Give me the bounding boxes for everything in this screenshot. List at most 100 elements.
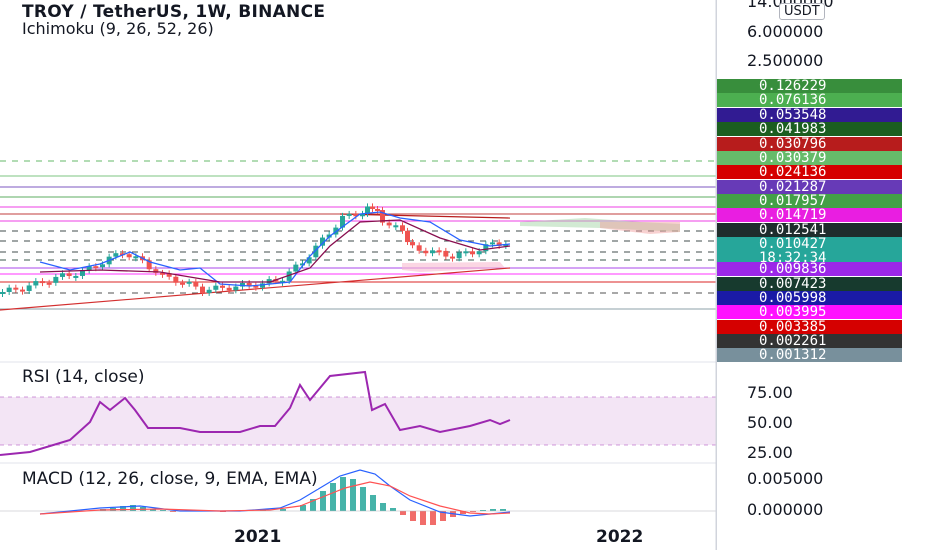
candle-body (0, 292, 5, 294)
candle-body (53, 276, 59, 283)
macd-histogram-bar (360, 487, 366, 511)
candle-body (260, 283, 265, 288)
ichimoku-base-line (39, 219, 511, 283)
candle-body (436, 250, 442, 253)
price-level-tag[interactable]: 0.001312 (717, 348, 902, 362)
macd-indicator-label[interactable]: MACD (12, 26, close, 9, EMA, EMA) (22, 469, 318, 489)
price-level-tag[interactable]: 0.003385 (717, 320, 902, 334)
price-level-value: 0.076136 (759, 92, 827, 108)
macd-histogram-bar (390, 508, 396, 511)
candle-body (153, 269, 159, 273)
candle-body (313, 245, 319, 258)
candle-body (33, 281, 39, 286)
candle-body (86, 266, 92, 271)
rsi-tick: 50.00 (747, 413, 793, 432)
candle-body (306, 257, 312, 264)
candle-body (66, 273, 72, 276)
price-level-tag[interactable]: 0.014719 (717, 208, 902, 222)
price-level-tag[interactable]: 0.053548 (717, 108, 902, 122)
price-level-tag[interactable]: 0.024136 (717, 165, 902, 179)
candle-body (476, 251, 482, 255)
symbol-title[interactable]: TROY / TetherUS, 1W, BINANCE (22, 2, 326, 22)
candle-body (160, 272, 165, 275)
macd-histogram-bar (420, 511, 426, 525)
candle-body (370, 206, 375, 209)
ichimoku-indicator-label[interactable]: Ichimoku (9, 26, 52, 26) (22, 19, 214, 38)
trend-line-support (0, 267, 511, 311)
candle-body (463, 251, 469, 254)
candle-body (166, 273, 172, 277)
chart-canvas[interactable] (0, 0, 716, 550)
price-level-value: 0.014719 (759, 207, 827, 223)
price-level-tag[interactable]: 0.021287 (717, 180, 902, 194)
price-tick: 2.500000 (747, 51, 824, 70)
candle-body (300, 263, 305, 266)
trend-line-resistance (339, 213, 511, 219)
price-level-tag[interactable]: 0.012541 (717, 223, 902, 237)
candle-body (360, 213, 365, 217)
candle-body (213, 285, 219, 290)
candle-body (180, 282, 185, 285)
chart-area[interactable]: TROY / TetherUS, 1W, BINANCE Ichimoku (9… (0, 0, 716, 550)
price-level-tag[interactable]: 0.007423 (717, 277, 902, 291)
macd-histogram-bar (440, 511, 446, 521)
candle-body (393, 225, 399, 228)
candle-body (46, 282, 52, 285)
macd-tick: 0.005000 (747, 469, 824, 488)
candle-body (443, 250, 449, 257)
candle-body (233, 286, 239, 291)
macd-histogram-bar (130, 505, 136, 511)
macd-signal-line (39, 481, 511, 515)
candle-body (266, 279, 272, 284)
rsi-band (0, 397, 716, 445)
price-level-tag[interactable]: 0.041983 (717, 122, 902, 136)
candle-body (365, 206, 370, 214)
candle-body (120, 253, 125, 256)
price-level-tag[interactable]: 0.076136 (717, 93, 902, 107)
price-level-value: 0.001312 (759, 347, 827, 363)
price-axis[interactable]: 14.000000 USDT 6.000000 2.500000 0.12622… (716, 0, 932, 550)
price-level-tag[interactable]: 0.030796 (717, 137, 902, 151)
price-level-value: 0.041983 (759, 121, 827, 137)
candle-body (470, 251, 475, 255)
price-level-tag[interactable]: 0.017957 (717, 194, 902, 208)
candle-body (410, 242, 415, 246)
candle-body (173, 276, 179, 283)
price-level-value: 0.002261 (759, 333, 827, 349)
candle-body (60, 273, 65, 277)
price-level-tag[interactable]: 0.003995 (717, 305, 902, 319)
price-level-value: 0.010427 (759, 236, 827, 252)
price-level-value: 0.003995 (759, 304, 827, 320)
price-level-value: 0.009836 (759, 261, 827, 277)
price-level-tag[interactable]: 0.005998 (717, 291, 902, 305)
candle-body (40, 281, 45, 284)
candle-body (400, 225, 405, 231)
price-level-tag[interactable]: 0.009836 (717, 262, 902, 276)
price-level-tag[interactable]: 0.126229 (717, 79, 902, 93)
currency-unit-button[interactable]: USDT (779, 3, 825, 20)
candle-body (206, 289, 212, 293)
candle-body (146, 260, 152, 270)
price-level-tag[interactable]: 0.002261 (717, 334, 902, 348)
macd-histogram-bar (490, 509, 496, 511)
price-level-value: 0.017957 (759, 193, 827, 209)
candle-body (380, 210, 385, 223)
rsi-indicator-label[interactable]: RSI (14, close) (22, 367, 145, 387)
macd-histogram-bar (120, 506, 126, 511)
macd-histogram-bar (370, 495, 376, 511)
rsi-tick: 75.00 (747, 383, 793, 402)
candle-body (340, 215, 345, 228)
macd-histogram-bar (400, 511, 406, 515)
candle-body (416, 245, 422, 251)
price-level-value: 0.012541 (759, 222, 827, 238)
ichimoku-cloud-bearish (600, 222, 680, 234)
candle-body (220, 285, 225, 288)
price-level-value: 0.126229 (759, 78, 827, 94)
candle-body (386, 222, 392, 226)
candle-body (246, 283, 252, 286)
candle-body (13, 287, 19, 290)
macd-histogram-bar (170, 511, 176, 512)
price-level-value: 0.003385 (759, 319, 827, 335)
price-level-tag[interactable]: 0.030379 (717, 151, 902, 165)
price-level-value: 0.007423 (759, 276, 827, 292)
